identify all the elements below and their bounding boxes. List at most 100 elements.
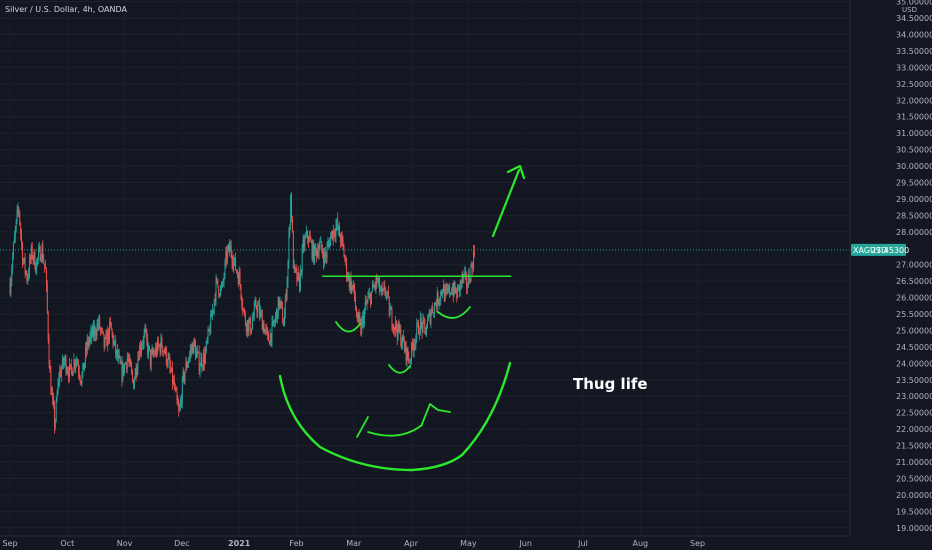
candle (190, 344, 192, 358)
candle (195, 339, 197, 361)
candle (47, 310, 49, 344)
candle (178, 398, 180, 417)
candle (64, 354, 66, 366)
candle (69, 357, 70, 383)
candle (169, 353, 171, 374)
candle (150, 348, 152, 372)
candle (311, 240, 313, 261)
candle (13, 241, 15, 260)
candle (164, 345, 166, 356)
candle (233, 254, 235, 274)
last-price-tag[interactable]: XAGUSD 27.45300 (851, 243, 909, 256)
candle (320, 235, 322, 243)
candle (68, 366, 70, 384)
candle (422, 313, 424, 334)
candle (293, 259, 295, 274)
candle (207, 326, 209, 344)
candle (126, 352, 128, 374)
candle (124, 362, 126, 376)
candle (76, 356, 78, 368)
candle (156, 336, 158, 357)
annotation-text[interactable]: Thug life (573, 375, 648, 393)
candle (144, 323, 146, 338)
candle (410, 341, 412, 365)
candle (106, 329, 108, 347)
candle (452, 282, 454, 303)
candle (43, 254, 45, 265)
candle (228, 243, 229, 253)
candle (58, 372, 60, 389)
candle (341, 231, 343, 246)
candle (425, 326, 427, 336)
candle (123, 363, 125, 377)
candle (259, 297, 261, 321)
candle (285, 288, 287, 303)
candle (108, 328, 110, 345)
candle (381, 282, 383, 296)
candle (140, 341, 142, 358)
candle (435, 299, 437, 312)
grid (0, 1, 850, 529)
candle (223, 272, 225, 288)
price-axis[interactable]: 35.00000 34.50000 34.00000 33.50000 33.00000… (896, 0, 932, 533)
candle (260, 305, 261, 320)
candle (231, 250, 233, 270)
candle (434, 301, 435, 318)
candle (94, 325, 96, 342)
nose-curve[interactable] (388, 364, 411, 374)
price-tick-label: 28.00000 (896, 228, 932, 237)
candle (77, 359, 79, 379)
candle (152, 347, 154, 358)
right-eye-curve[interactable] (437, 306, 471, 319)
candle (412, 339, 414, 357)
candle (296, 264, 298, 286)
candle (173, 374, 175, 390)
candle (312, 238, 314, 263)
candle (119, 356, 121, 365)
candle (442, 288, 443, 299)
price-tick-label: 21.00000 (896, 458, 932, 467)
mouth-scribble[interactable] (356, 403, 451, 438)
candle (147, 333, 149, 359)
candle (369, 287, 371, 300)
arrow-shaft[interactable] (491, 168, 521, 238)
candle (15, 218, 17, 233)
candle (164, 347, 165, 354)
candle (156, 342, 157, 359)
candle (202, 364, 204, 371)
candle (354, 283, 356, 302)
candle (220, 280, 222, 292)
left-eye-curve[interactable] (335, 321, 361, 333)
candle (174, 383, 176, 393)
smile-curve[interactable] (278, 361, 512, 472)
candle (109, 316, 111, 328)
candle (88, 336, 90, 351)
candle (407, 346, 409, 361)
candle (380, 284, 382, 297)
candle (37, 243, 39, 265)
time-tick-label: Aug (632, 539, 648, 548)
time-tick-label: Feb (289, 539, 303, 548)
price-tick-label: 19.50000 (896, 507, 932, 516)
candle (363, 309, 364, 329)
arrow-head[interactable] (506, 164, 526, 180)
candle (182, 367, 184, 383)
candle (420, 313, 422, 329)
candle (101, 326, 102, 335)
price-tick-label: 23.00000 (896, 392, 932, 401)
chart-title: Silver / U.S. Dollar, 4h, OANDA (5, 5, 127, 14)
candle (112, 332, 114, 349)
candle (282, 301, 284, 324)
time-axis[interactable]: Sep Oct Nov Dec 2021 Feb Mar Apr May Jun Jul Aug Sep (2, 539, 705, 548)
candle (348, 272, 350, 292)
candle (345, 255, 347, 266)
candle (432, 302, 434, 314)
candle (148, 342, 150, 360)
candle (9, 277, 11, 296)
drawings[interactable] (278, 164, 526, 472)
candle (268, 340, 270, 345)
candle (426, 314, 428, 329)
candle (50, 365, 52, 396)
candle (352, 285, 354, 291)
